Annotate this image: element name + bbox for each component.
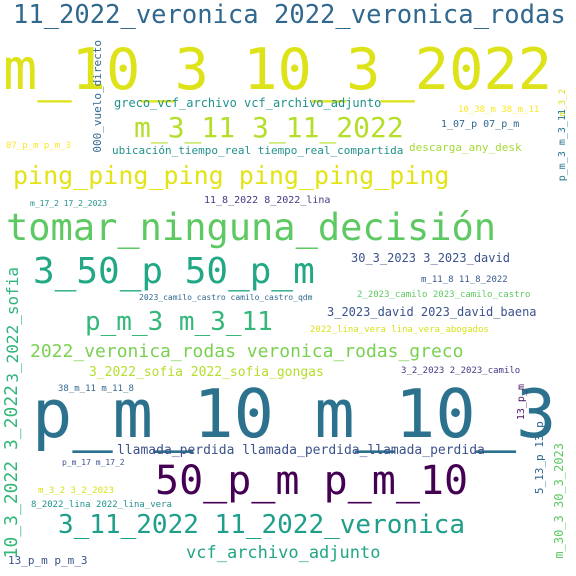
word: p_m_10 m_10_3 xyxy=(32,375,557,453)
word: 000_vuelo_directo xyxy=(91,40,104,153)
word: descarga_any_desk xyxy=(409,141,522,154)
word: 3_2_2023 2_2023_camilo xyxy=(401,366,521,376)
word: m_3_11 3_11_2022 xyxy=(134,111,404,144)
word: p_m_17 m_17_2 xyxy=(62,458,125,467)
word: 38_m_11 m_11_8 xyxy=(58,384,134,394)
word: vcf_archivo_adjunto xyxy=(186,543,381,563)
word: 2022_lina_vera lina_vera_abogados xyxy=(310,325,489,335)
word: 2023_camilo_castro camilo_castro_qdm xyxy=(139,293,313,302)
word: 3_50_p 50_p_m xyxy=(33,251,315,292)
word: m_10_3 10_3_2022 xyxy=(3,37,553,103)
word: 3_2022_sofia 2022_sofia_gongas xyxy=(89,365,324,380)
word: m_3_2 3_2_2023 xyxy=(38,486,114,496)
word: 3_2022_sofia xyxy=(3,267,22,383)
word: 11_8_2022 8_2022_lina xyxy=(204,195,331,206)
word: p_m_3 m_3_11 xyxy=(85,307,273,337)
word: ping_ping_ping ping_ping_ping xyxy=(13,161,450,190)
word: m_11_8 11_8_2022 xyxy=(421,275,508,285)
word: 1_07_p 07_p_m xyxy=(441,119,520,130)
word: 50_p_m p_m_10 xyxy=(155,458,469,504)
word: 10_38_m 38_m_11 xyxy=(458,105,540,115)
word: 2022_veronica_rodas veronica_rodas_greco xyxy=(30,341,464,362)
word: tomar_ninguna_decisión xyxy=(6,206,497,249)
word: 2_2023_camilo 2023_camilo_castro xyxy=(357,290,531,300)
word: 5_13_p 13_p_m xyxy=(533,408,546,495)
word: 3_2023_david 2023_david_baena xyxy=(327,305,537,319)
word: 30_3_2023 3_2023_david xyxy=(351,251,510,265)
word: 11_2022_veronica 2022_veronica_rodas xyxy=(13,0,566,30)
word: greco_vcf_archivo vcf_archivo_adjunto xyxy=(114,96,382,110)
word: 13_p_m xyxy=(516,384,527,421)
word: 8_2022_lina 2022_lina_vera xyxy=(31,500,172,510)
word: 10_3_2022 3_2022 xyxy=(1,385,22,559)
word: ubicación_tiempo_real tiempo_real_compar… xyxy=(112,144,404,157)
word: 3_11_2022 11_2022_veronica xyxy=(58,510,465,540)
word: 13_p_m p_m_3 xyxy=(8,554,88,567)
word: p_m_3 m_3_11 xyxy=(557,109,568,182)
word: llamada_perdida llamada_perdida_llamada_… xyxy=(117,443,485,458)
word: 07_p_m p_m_3 xyxy=(6,141,72,151)
word: m_30_3 30_3_2023 xyxy=(552,443,566,559)
word: m_17_2 17_2_2023 xyxy=(30,199,108,208)
